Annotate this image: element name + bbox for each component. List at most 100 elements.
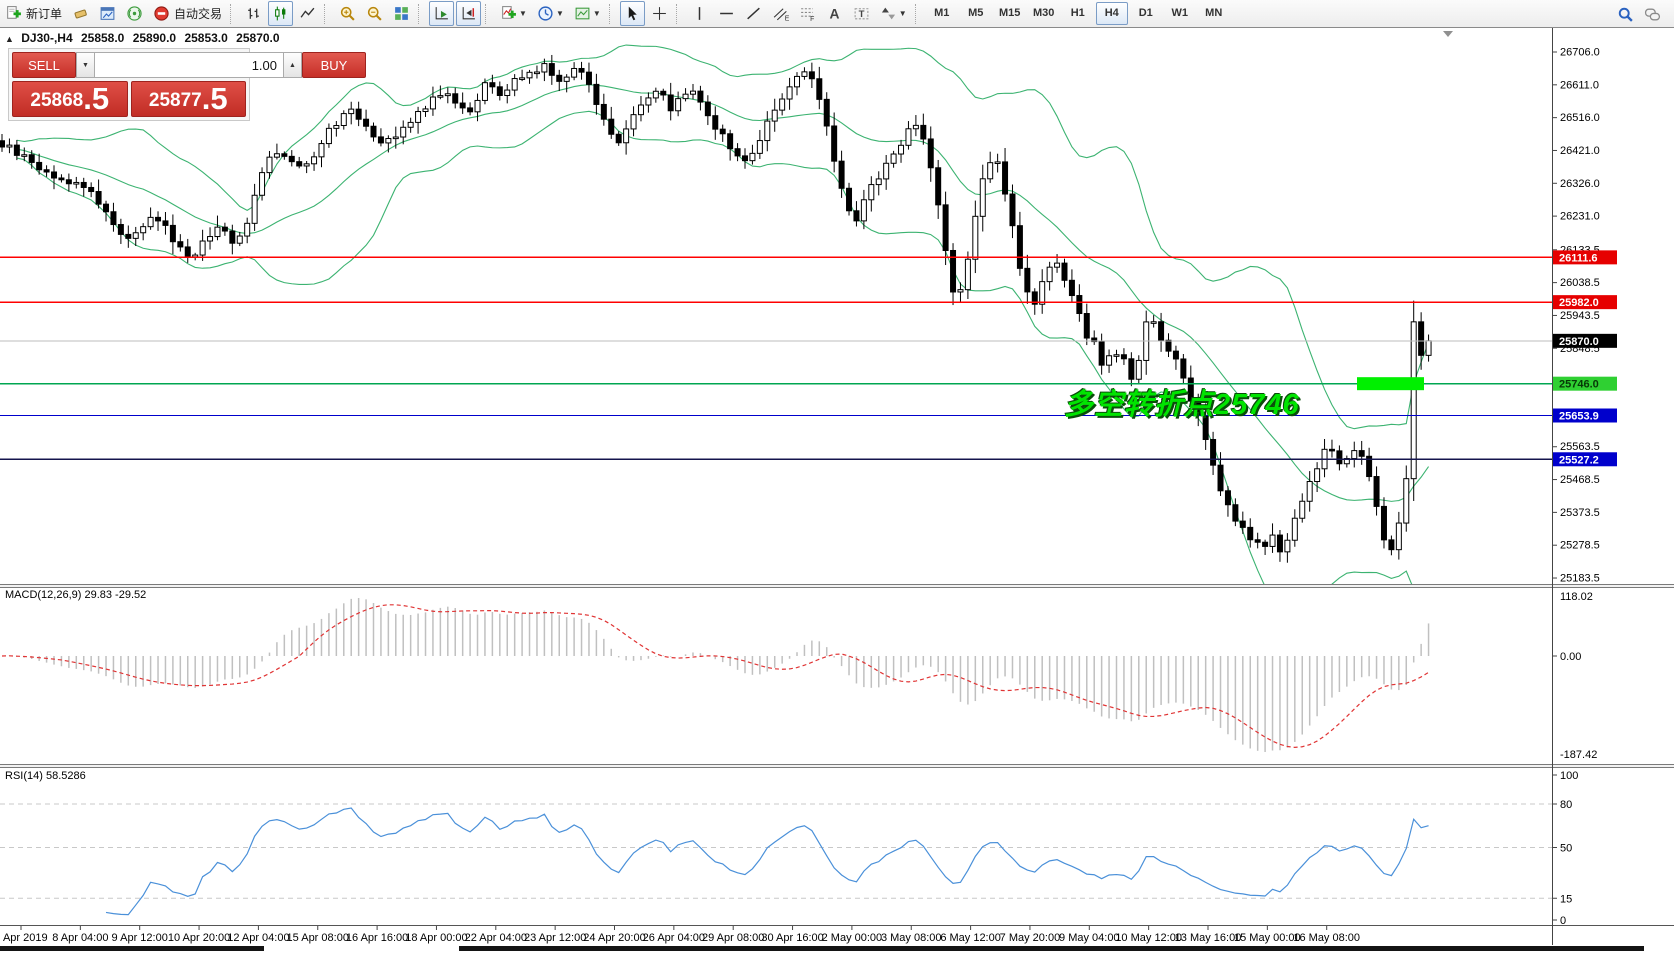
equidistant-channel-button[interactable]: E bbox=[768, 1, 793, 26]
svg-text:25373.5: 25373.5 bbox=[1560, 507, 1600, 519]
chart-text-annotation[interactable]: 多空转折点25746 bbox=[1064, 389, 1300, 421]
label-icon: T bbox=[853, 5, 870, 22]
svg-text:24 Apr 20:00: 24 Apr 20:00 bbox=[583, 932, 645, 944]
svg-text:25527.2: 25527.2 bbox=[1559, 454, 1599, 466]
sell-price-button[interactable]: 25868.5 bbox=[12, 81, 128, 117]
volume-input[interactable] bbox=[95, 52, 283, 78]
price-badge[interactable]: 26111.6 bbox=[1553, 250, 1617, 265]
chevron-down-icon[interactable]: ▼ bbox=[555, 9, 564, 18]
svg-text:25278.5: 25278.5 bbox=[1560, 540, 1600, 552]
volume-decrease-button[interactable]: ▼ bbox=[76, 52, 95, 78]
ohlc-low: 25853.0 bbox=[184, 31, 228, 45]
shapes-icon bbox=[880, 5, 897, 22]
autotrade-button[interactable]: 自动交易 bbox=[149, 1, 226, 26]
cursor-button[interactable] bbox=[619, 1, 645, 26]
trendline-icon bbox=[745, 5, 762, 22]
price-axis[interactable]: 26706.0 26611.0 26516.0 26421.0 26326.0 26231… bbox=[1552, 28, 1617, 945]
svg-text:13 May 16:00: 13 May 16:00 bbox=[1175, 932, 1242, 944]
svg-text:E: E bbox=[785, 15, 789, 22]
svg-text:6 May 12:00: 6 May 12:00 bbox=[940, 932, 1001, 944]
bar-chart-mode-button[interactable] bbox=[241, 1, 266, 26]
chart-window-button[interactable] bbox=[95, 1, 120, 26]
community-chat-button[interactable] bbox=[1640, 2, 1665, 27]
svg-text:25183.5: 25183.5 bbox=[1560, 573, 1600, 585]
arrows-button[interactable]: ▼ bbox=[876, 1, 911, 26]
svg-text:3 May 08:00: 3 May 08:00 bbox=[881, 932, 942, 944]
templates-button[interactable]: ▼ bbox=[570, 1, 605, 26]
candlestick-mode-button[interactable] bbox=[268, 1, 294, 26]
bottom-scrollbar[interactable] bbox=[0, 946, 264, 951]
svg-text:26421.0: 26421.0 bbox=[1560, 145, 1600, 157]
timeframe-h1-button[interactable]: H1 bbox=[1070, 7, 1085, 19]
eraser-button[interactable] bbox=[68, 1, 93, 26]
template-icon bbox=[574, 5, 591, 22]
trendline-button[interactable] bbox=[741, 1, 766, 26]
svg-text:25563.5: 25563.5 bbox=[1560, 441, 1600, 453]
price-badge[interactable]: 25653.9 bbox=[1553, 408, 1617, 423]
timeframe-h4-button[interactable]: H4 bbox=[1095, 2, 1128, 25]
signal-icon bbox=[126, 5, 143, 22]
tile-windows-icon bbox=[393, 5, 410, 22]
horizontal-line-button[interactable] bbox=[714, 1, 739, 26]
highlight-rectangle[interactable] bbox=[1357, 377, 1424, 391]
chevron-down-icon[interactable]: ▼ bbox=[592, 9, 601, 18]
timeframe-m5-button[interactable]: M5 bbox=[968, 7, 984, 19]
tile-windows-button[interactable] bbox=[389, 1, 414, 26]
periods-button[interactable]: ▼ bbox=[533, 1, 568, 26]
svg-text:25943.5: 25943.5 bbox=[1560, 310, 1600, 322]
zoom-in-button[interactable] bbox=[335, 1, 360, 26]
crosshair-button[interactable] bbox=[647, 1, 672, 26]
timeframe-d1-button[interactable]: D1 bbox=[1138, 7, 1153, 19]
buy-price-frac: .5 bbox=[201, 81, 228, 116]
price-badge[interactable]: 25527.2 bbox=[1553, 452, 1617, 467]
autotrade-icon bbox=[153, 5, 170, 22]
autotrade-label: 自动交易 bbox=[174, 7, 223, 21]
signal-button[interactable] bbox=[122, 1, 147, 26]
timeframe-m15-button[interactable]: M15 bbox=[999, 7, 1021, 19]
chevron-down-icon[interactable]: ▼ bbox=[519, 9, 527, 18]
auto-scroll-button[interactable] bbox=[429, 1, 455, 26]
buy-button[interactable]: BUY bbox=[302, 52, 366, 78]
rsi-panel bbox=[0, 803, 1552, 916]
fibonacci-button[interactable]: F bbox=[795, 1, 820, 26]
text-button[interactable]: A bbox=[822, 1, 847, 26]
candlestick-icon bbox=[272, 5, 289, 22]
bottom-scrollbar-thumb[interactable] bbox=[459, 946, 1644, 951]
price-badge[interactable]: 25746.0 bbox=[1553, 376, 1617, 391]
volume-increase-button[interactable]: ▲ bbox=[283, 52, 302, 78]
sell-button[interactable]: SELL bbox=[12, 52, 76, 78]
svg-text:15 Apr 08:00: 15 Apr 08:00 bbox=[287, 932, 349, 944]
text-label-button[interactable]: T bbox=[849, 1, 874, 26]
timeframe-mn-button[interactable]: MN bbox=[1205, 7, 1223, 19]
timeframe-w1-button[interactable]: W1 bbox=[1171, 7, 1188, 19]
scroll-to-end-icon[interactable] bbox=[1443, 31, 1453, 37]
macd-panel bbox=[1, 598, 1430, 752]
new-order-icon bbox=[5, 5, 22, 22]
svg-text:23 Apr 12:00: 23 Apr 12:00 bbox=[524, 932, 586, 944]
indicators-button[interactable]: ▼ bbox=[496, 1, 531, 26]
chart-shift-button[interactable] bbox=[456, 1, 482, 26]
svg-text:F: F bbox=[810, 16, 814, 22]
svg-text:16 Apr 16:00: 16 Apr 16:00 bbox=[346, 932, 408, 944]
collapse-arrow-icon[interactable]: ▲ bbox=[5, 34, 14, 44]
toolbar-separator bbox=[608, 3, 615, 24]
buy-price-button[interactable]: 25877.5 bbox=[130, 81, 246, 117]
horizontal-lines[interactable] bbox=[0, 256, 1552, 460]
svg-text:100: 100 bbox=[1560, 770, 1578, 782]
new-order-button[interactable]: 新订单 bbox=[1, 1, 66, 26]
timeframe-m1-button[interactable]: M1 bbox=[934, 7, 950, 19]
line-chart-mode-button[interactable] bbox=[295, 1, 320, 26]
timeframe-m30-button[interactable]: M30 bbox=[1033, 7, 1055, 19]
vertical-line-button[interactable] bbox=[687, 1, 712, 26]
chevron-down-icon[interactable]: ▼ bbox=[898, 9, 907, 18]
sell-price-main: 25868 bbox=[30, 90, 84, 111]
quick-search-button[interactable] bbox=[1613, 2, 1638, 27]
price-badge[interactable]: 25982.0 bbox=[1553, 295, 1617, 310]
svg-text:10 Apr 20:00: 10 Apr 20:00 bbox=[168, 932, 230, 944]
vline-icon bbox=[691, 5, 708, 22]
price-badge[interactable]: 25870.0 bbox=[1553, 333, 1617, 348]
one-click-trading-panel: SELL ▼ ▲ BUY 25868.5 25877.5 bbox=[8, 48, 366, 121]
zoom-out-button[interactable] bbox=[362, 1, 387, 26]
